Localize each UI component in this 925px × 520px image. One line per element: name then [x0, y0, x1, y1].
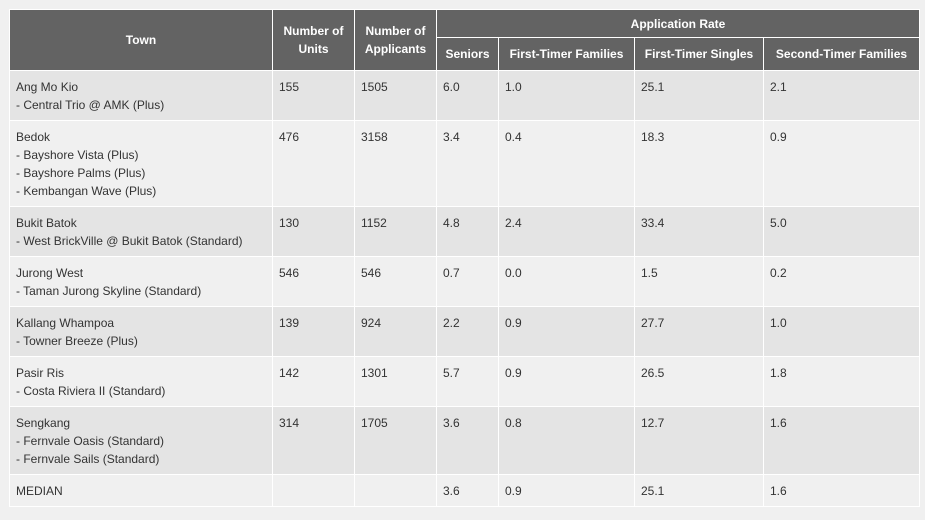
- project-name: - Costa Riviera II (Standard): [16, 384, 166, 398]
- table-row: Bedok - Bayshore Vista (Plus) - Bayshore…: [9, 120, 920, 207]
- town-name: Pasir Ris: [16, 366, 65, 380]
- header-application-rate: Application Rate: [436, 9, 920, 38]
- header-first-timer-families: First-Timer Families: [498, 37, 635, 71]
- town-cell: Kallang Whampoa - Towner Breeze (Plus): [9, 306, 273, 357]
- town-cell: Bedok - Bayshore Vista (Plus) - Bayshore…: [9, 120, 273, 207]
- table-row: Sengkang - Fernvale Oasis (Standard) - F…: [9, 406, 920, 475]
- second-timer-families-cell: 0.9: [763, 120, 920, 207]
- table-row: Ang Mo Kio - Central Trio @ AMK (Plus) 1…: [9, 70, 920, 121]
- project-name: - Central Trio @ AMK (Plus): [16, 98, 165, 112]
- project-name: - Fernvale Sails (Standard): [16, 452, 160, 466]
- second-timer-families-cell: 1.0: [763, 306, 920, 357]
- seniors-cell: 2.2: [436, 306, 499, 357]
- first-timer-singles-cell: 18.3: [634, 120, 764, 207]
- applicants-cell: 1505: [354, 70, 437, 121]
- first-timer-singles-cell: 27.7: [634, 306, 764, 357]
- median-label: MEDIAN: [9, 474, 273, 507]
- first-timer-families-cell: 0.0: [498, 256, 635, 307]
- header-town: Town: [9, 9, 273, 71]
- project-name: - Taman Jurong Skyline (Standard): [16, 284, 202, 298]
- header-second-timer-families: Second-Timer Families: [763, 37, 920, 71]
- table-body: Ang Mo Kio - Central Trio @ AMK (Plus) 1…: [9, 70, 920, 507]
- seniors-cell: 6.0: [436, 70, 499, 121]
- second-timer-families-cell: 0.2: [763, 256, 920, 307]
- units-cell: 142: [272, 356, 355, 407]
- table-row: Pasir Ris - Costa Riviera II (Standard) …: [9, 356, 920, 407]
- town-cell: Sengkang - Fernvale Oasis (Standard) - F…: [9, 406, 273, 475]
- first-timer-singles-cell: 33.4: [634, 206, 764, 257]
- seniors-cell: 3.4: [436, 120, 499, 207]
- first-timer-singles-cell: 25.1: [634, 70, 764, 121]
- units-cell: [272, 474, 355, 507]
- units-cell: 476: [272, 120, 355, 207]
- first-timer-families-cell: 0.9: [498, 356, 635, 407]
- town-cell: Ang Mo Kio - Central Trio @ AMK (Plus): [9, 70, 273, 121]
- first-timer-singles-cell: 26.5: [634, 356, 764, 407]
- first-timer-singles-cell: 25.1: [634, 474, 764, 507]
- first-timer-families-cell: 0.8: [498, 406, 635, 475]
- town-name: Jurong West: [16, 266, 84, 280]
- table-row: Kallang Whampoa - Towner Breeze (Plus) 1…: [9, 306, 920, 357]
- town-cell: Jurong West - Taman Jurong Skyline (Stan…: [9, 256, 273, 307]
- applicants-cell: 924: [354, 306, 437, 357]
- median-row: MEDIAN 3.6 0.9 25.1 1.6: [9, 474, 920, 507]
- town-cell: Pasir Ris - Costa Riviera II (Standard): [9, 356, 273, 407]
- units-cell: 314: [272, 406, 355, 475]
- units-cell: 155: [272, 70, 355, 121]
- applicants-cell: 1705: [354, 406, 437, 475]
- application-rate-table-container: Town Number of Units Number of Applicant…: [9, 9, 920, 507]
- town-name: Kallang Whampoa: [16, 316, 115, 330]
- first-timer-singles-cell: 12.7: [634, 406, 764, 475]
- town-name: Ang Mo Kio: [16, 80, 79, 94]
- first-timer-families-cell: 0.4: [498, 120, 635, 207]
- second-timer-families-cell: 1.6: [763, 406, 920, 475]
- second-timer-families-cell: 5.0: [763, 206, 920, 257]
- second-timer-families-cell: 1.8: [763, 356, 920, 407]
- project-name: - Towner Breeze (Plus): [16, 334, 138, 348]
- second-timer-families-cell: 2.1: [763, 70, 920, 121]
- table-row: Bukit Batok - West BrickVille @ Bukit Ba…: [9, 206, 920, 257]
- applicants-cell: 1152: [354, 206, 437, 257]
- applicants-cell: 1301: [354, 356, 437, 407]
- table-row: Jurong West - Taman Jurong Skyline (Stan…: [9, 256, 920, 307]
- project-name: - Kembangan Wave (Plus): [16, 184, 157, 198]
- first-timer-families-cell: 0.9: [498, 306, 635, 357]
- header-applicants: Number of Applicants: [354, 9, 437, 71]
- header-units: Number of Units: [272, 9, 355, 71]
- first-timer-families-cell: 0.9: [498, 474, 635, 507]
- first-timer-singles-cell: 1.5: [634, 256, 764, 307]
- town-cell: Bukit Batok - West BrickVille @ Bukit Ba…: [9, 206, 273, 257]
- project-name: - Bayshore Vista (Plus): [16, 148, 139, 162]
- applicants-cell: [354, 474, 437, 507]
- first-timer-families-cell: 2.4: [498, 206, 635, 257]
- project-name: - Bayshore Palms (Plus): [16, 166, 146, 180]
- project-name: - Fernvale Oasis (Standard): [16, 434, 165, 448]
- town-name: Bukit Batok: [16, 216, 77, 230]
- header-first-timer-singles: First-Timer Singles: [634, 37, 764, 71]
- town-name: Sengkang: [16, 416, 71, 430]
- seniors-cell: 0.7: [436, 256, 499, 307]
- seniors-cell: 3.6: [436, 474, 499, 507]
- header-seniors: Seniors: [436, 37, 499, 71]
- project-name: - West BrickVille @ Bukit Batok (Standar…: [16, 234, 243, 248]
- second-timer-families-cell: 1.6: [763, 474, 920, 507]
- applicants-cell: 546: [354, 256, 437, 307]
- town-name: Bedok: [16, 130, 51, 144]
- applicants-cell: 3158: [354, 120, 437, 207]
- first-timer-families-cell: 1.0: [498, 70, 635, 121]
- seniors-cell: 4.8: [436, 206, 499, 257]
- units-cell: 130: [272, 206, 355, 257]
- seniors-cell: 5.7: [436, 356, 499, 407]
- seniors-cell: 3.6: [436, 406, 499, 475]
- table-header: Town Number of Units Number of Applicant…: [9, 9, 920, 71]
- units-cell: 546: [272, 256, 355, 307]
- application-rate-table: Town Number of Units Number of Applicant…: [9, 9, 920, 507]
- units-cell: 139: [272, 306, 355, 357]
